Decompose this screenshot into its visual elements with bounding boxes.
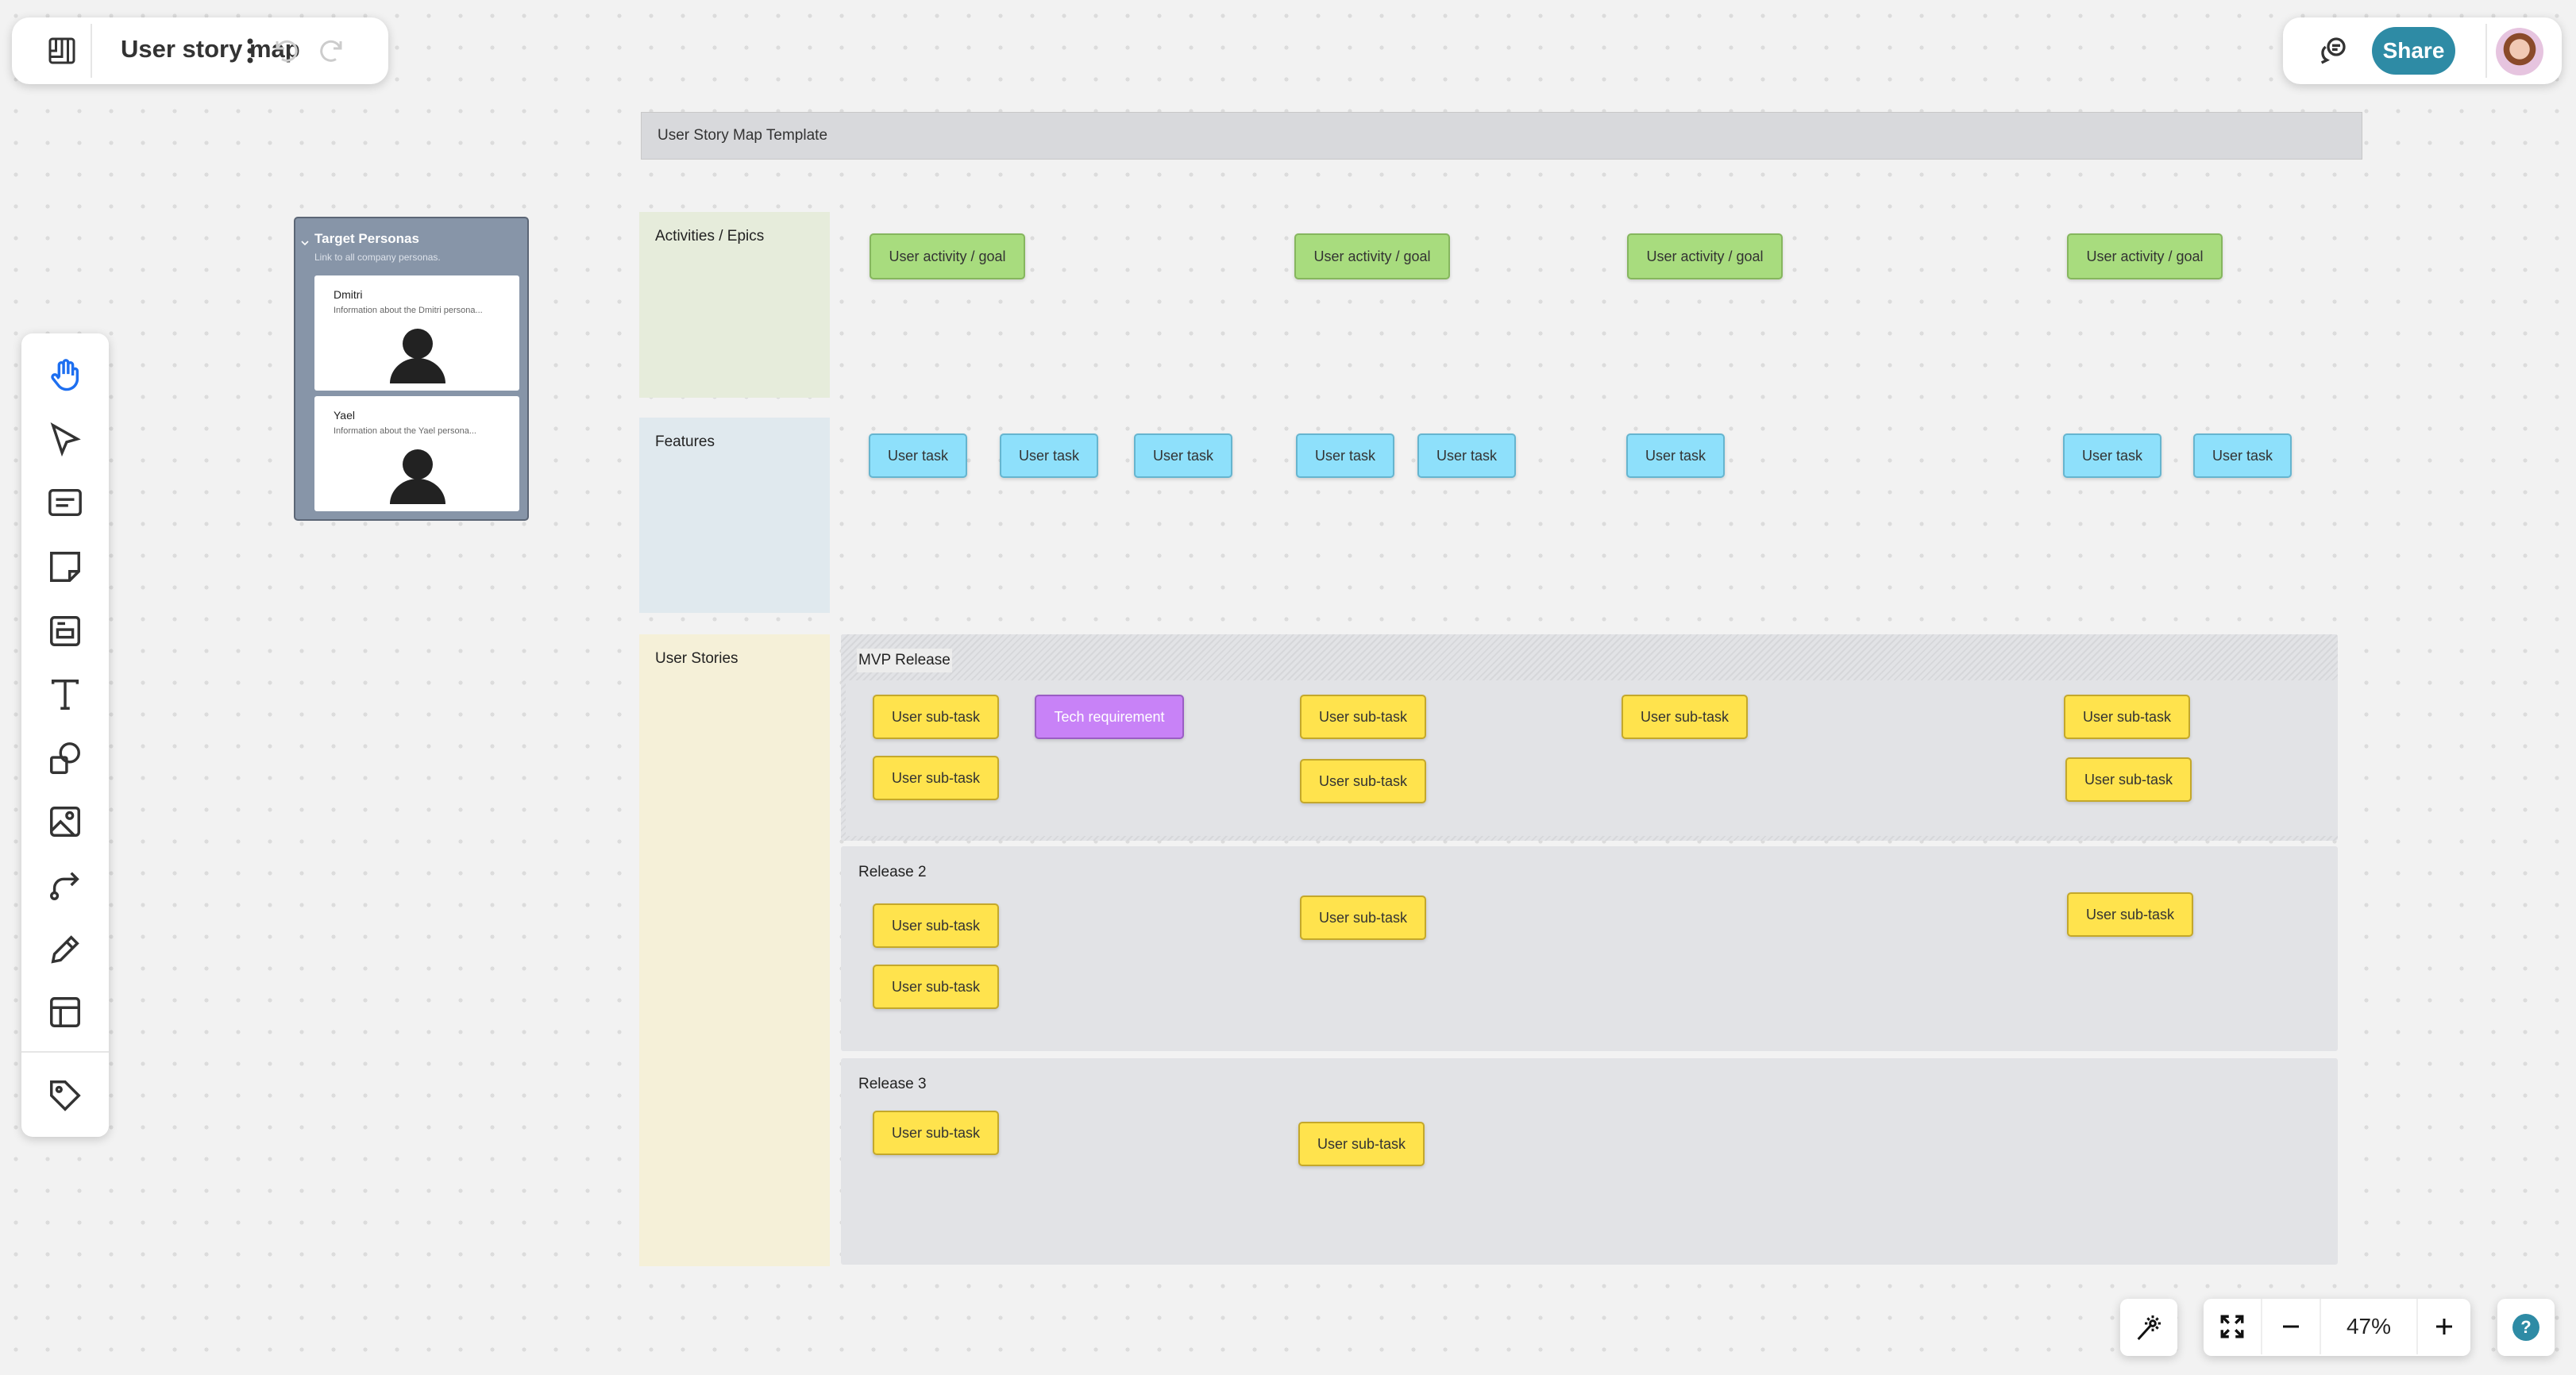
column-user-stories: User Stories xyxy=(639,634,830,1266)
zoom-out-button[interactable] xyxy=(2262,1299,2321,1354)
help-icon: ? xyxy=(2512,1314,2539,1341)
subtask-sticky[interactable]: User sub-task xyxy=(2065,757,2192,802)
image-icon[interactable] xyxy=(47,803,83,840)
subtask-sticky[interactable]: User sub-task xyxy=(873,903,999,948)
frame-icon[interactable] xyxy=(47,613,83,649)
subtask-sticky[interactable]: User sub-task xyxy=(2064,695,2190,739)
persona-info: Information about the Dmitri persona... xyxy=(334,306,483,315)
select-icon[interactable] xyxy=(47,421,83,457)
release-label: Release 2 xyxy=(858,864,927,880)
feature-sticky[interactable]: User task xyxy=(2193,433,2292,478)
activity-sticky[interactable]: User activity / goal xyxy=(1627,233,1783,279)
feature-sticky[interactable]: User task xyxy=(1134,433,1232,478)
collapse-chevron-icon[interactable] xyxy=(301,236,309,246)
template-icon[interactable] xyxy=(47,994,83,1030)
help-button[interactable]: ? xyxy=(2497,1299,2555,1356)
person-icon xyxy=(390,328,445,383)
zoom-controls: 47% xyxy=(2204,1299,2470,1356)
zoom-level[interactable]: 47% xyxy=(2321,1299,2418,1354)
comments-icon[interactable] xyxy=(2316,35,2348,67)
subtask-sticky[interactable]: User sub-task xyxy=(1300,895,1426,940)
person-icon xyxy=(390,449,445,504)
subtask-sticky[interactable]: User sub-task xyxy=(1298,1122,1425,1166)
template-title: User Story Map Template xyxy=(657,127,828,144)
zoom-in-button[interactable] xyxy=(2418,1299,2470,1354)
top-left-toolbar: User story map xyxy=(12,17,388,84)
release-label: Release 3 xyxy=(858,1076,927,1092)
subtask-sticky[interactable]: User sub-task xyxy=(873,756,999,800)
subtask-sticky[interactable]: User sub-task xyxy=(1300,759,1426,803)
board-logo-icon[interactable] xyxy=(48,37,76,65)
divider xyxy=(2485,24,2487,78)
divider xyxy=(91,24,92,78)
sticky-note-icon[interactable] xyxy=(47,549,83,585)
left-toolbar xyxy=(21,333,109,1137)
column-activities: Activities / Epics xyxy=(639,212,830,398)
feature-sticky[interactable]: User task xyxy=(1296,433,1394,478)
activity-sticky[interactable]: User activity / goal xyxy=(2067,233,2223,279)
feature-sticky[interactable]: User task xyxy=(1000,433,1098,478)
fit-screen-button[interactable] xyxy=(2204,1299,2262,1354)
feature-sticky[interactable]: User task xyxy=(1417,433,1516,478)
persona-card[interactable]: Yael Information about the Yael persona.… xyxy=(314,396,519,511)
pen-icon[interactable] xyxy=(47,931,83,968)
subtask-sticky[interactable]: User sub-task xyxy=(873,1111,999,1155)
connector-icon[interactable] xyxy=(47,867,83,903)
tag-icon[interactable] xyxy=(47,1077,83,1114)
redo-icon[interactable] xyxy=(317,37,345,65)
activity-sticky[interactable]: User activity / goal xyxy=(1294,233,1450,279)
feature-sticky[interactable]: User task xyxy=(869,433,967,478)
text-icon[interactable] xyxy=(47,676,83,713)
share-button[interactable]: Share xyxy=(2372,27,2455,75)
board-title[interactable]: User story map xyxy=(121,35,300,63)
subtask-sticky[interactable]: User sub-task xyxy=(1300,695,1426,739)
subtask-sticky[interactable]: User sub-task xyxy=(1622,695,1748,739)
personas-subtitle: Link to all company personas. xyxy=(314,252,441,263)
subtask-sticky[interactable]: User sub-task xyxy=(873,965,999,1009)
card-icon[interactable] xyxy=(47,484,83,521)
top-right-toolbar: Share xyxy=(2283,17,2562,84)
feature-sticky[interactable]: User task xyxy=(2063,433,2161,478)
release-label: MVP Release xyxy=(857,649,952,672)
column-features: Features xyxy=(639,418,830,613)
subtask-sticky[interactable]: User sub-task xyxy=(2067,892,2193,937)
magic-button[interactable] xyxy=(2120,1299,2177,1356)
release-lane-3[interactable]: Release 3 xyxy=(841,1058,2338,1265)
user-avatar[interactable] xyxy=(2496,28,2543,75)
persona-name: Yael xyxy=(334,409,355,422)
shapes-icon[interactable] xyxy=(47,741,83,777)
hand-icon[interactable] xyxy=(47,357,83,394)
persona-card[interactable]: Dmitri Information about the Dmitri pers… xyxy=(314,275,519,391)
personas-title: Target Personas xyxy=(314,231,419,246)
subtask-sticky[interactable]: User sub-task xyxy=(873,695,999,739)
more-menu-icon[interactable] xyxy=(242,38,258,64)
release-lane-2[interactable]: Release 2 xyxy=(841,846,2338,1051)
tech-requirement-sticky[interactable]: Tech requirement xyxy=(1035,695,1184,739)
template-header[interactable]: User Story Map Template xyxy=(641,112,2362,160)
persona-info: Information about the Yael persona... xyxy=(334,426,476,436)
activity-sticky[interactable]: User activity / goal xyxy=(870,233,1025,279)
magic-wand-icon xyxy=(2133,1311,2165,1343)
personas-frame[interactable]: Target Personas Link to all company pers… xyxy=(294,217,529,521)
divider xyxy=(21,1051,109,1053)
persona-name: Dmitri xyxy=(334,288,363,301)
undo-icon[interactable] xyxy=(272,37,301,65)
feature-sticky[interactable]: User task xyxy=(1626,433,1725,478)
